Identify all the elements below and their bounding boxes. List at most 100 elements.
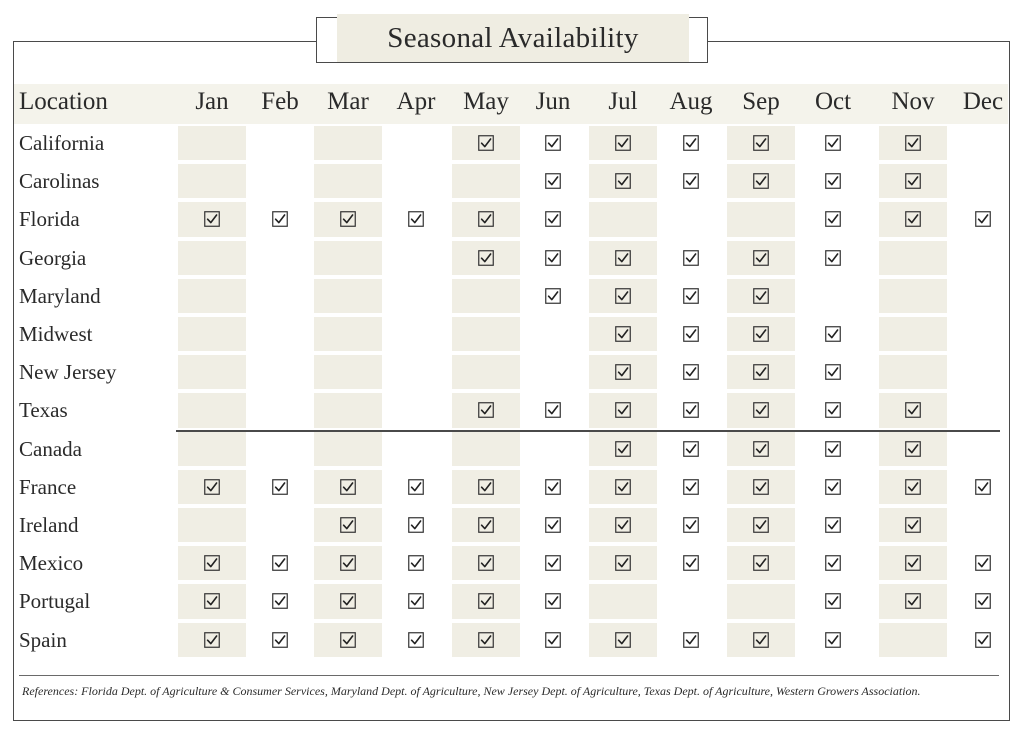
column-shading [178, 202, 246, 237]
checkmark-icon [545, 287, 561, 304]
checkmark-icon [825, 593, 841, 610]
checkmark-icon [683, 402, 699, 419]
column-shading [452, 508, 520, 543]
column-shading [314, 469, 382, 504]
column-shading [589, 278, 657, 313]
checkmark-icon [825, 402, 841, 419]
checkmark-icon [272, 478, 288, 495]
checkmark-icon [825, 249, 841, 266]
column-shading [727, 278, 795, 313]
checkmark-icon [615, 555, 631, 572]
checkmark-icon [545, 593, 561, 610]
column-shading [178, 126, 246, 161]
column-shading [452, 240, 520, 275]
column-shading [314, 622, 382, 657]
column-shading [727, 508, 795, 543]
location-label: Canada [19, 436, 82, 461]
checkmark-icon [905, 402, 921, 419]
checkmark-icon [753, 631, 769, 648]
checkmark-icon [408, 555, 424, 572]
column-shading [879, 584, 947, 619]
month-header-oct: Oct [814, 88, 852, 115]
month-header-jan: Jan [195, 88, 229, 115]
checkmark-icon [408, 593, 424, 610]
checkmark-icon [204, 631, 220, 648]
column-shading [314, 584, 382, 619]
column-shading [879, 508, 947, 543]
checkmark-icon [478, 593, 494, 610]
month-header-apr: Apr [396, 88, 436, 115]
checkmark-icon [545, 517, 561, 533]
column-shading [727, 240, 795, 275]
column-shading [178, 546, 246, 581]
column-shading [727, 126, 795, 161]
checkmark-icon [683, 440, 699, 457]
checkmark-icon [825, 326, 841, 342]
column-shading [589, 126, 657, 161]
table-header: Location Jan Feb Mar Apr May Jun Jul Aug Sep Oct N… [0, 84, 1024, 124]
checkmark-icon [272, 555, 288, 572]
column-shading [178, 584, 246, 619]
checkmark-icon [545, 555, 561, 572]
column-shading [589, 546, 657, 581]
checkmark-icon [753, 517, 769, 533]
column-shading [879, 546, 947, 581]
checkmark-icon [825, 211, 841, 228]
column-shading [452, 431, 520, 466]
column-shading [314, 393, 382, 428]
column-shading [589, 355, 657, 390]
checkmark-icon [825, 631, 841, 648]
checkmark-icon [545, 402, 561, 419]
checkmark-icon [905, 517, 921, 533]
column-shading [452, 317, 520, 352]
checkmark-icon [825, 173, 841, 190]
checkmark-icon [753, 173, 769, 190]
page-title: Seasonal Availability [337, 14, 689, 62]
checkmark-icon [478, 135, 494, 151]
month-header-nov: Nov [891, 88, 935, 115]
checkmark-icon [825, 135, 841, 151]
column-shading [589, 393, 657, 428]
column-shading [589, 584, 657, 619]
column-shading [178, 469, 246, 504]
location-label: New Jersey [19, 360, 117, 385]
checkmark-icon [615, 364, 631, 381]
column-shading [589, 202, 657, 237]
column-shading [314, 202, 382, 237]
references-divider [19, 675, 999, 676]
checkmark-icon [408, 517, 424, 533]
checkmark-icon [683, 173, 699, 190]
column-shading [452, 546, 520, 581]
checkmark-icon [340, 517, 356, 533]
location-label: Midwest [19, 322, 93, 346]
column-shading [879, 431, 947, 466]
column-shading [589, 622, 657, 657]
checkmark-icon [615, 631, 631, 648]
checkmark-icon [272, 211, 288, 228]
column-shading [452, 164, 520, 199]
month-header-aug: Aug [669, 88, 713, 115]
column-shading [727, 431, 795, 466]
checkmark-icon [478, 555, 494, 572]
checkmark-icon [340, 631, 356, 648]
checkmark-icon [975, 593, 991, 610]
column-shading [178, 355, 246, 390]
column-shading [314, 431, 382, 466]
checkmark-icon [975, 211, 991, 228]
column-shading [879, 240, 947, 275]
checkmark-icon [204, 211, 220, 228]
location-label: Maryland [19, 283, 101, 308]
checkmark-icon [975, 631, 991, 648]
column-shading [314, 355, 382, 390]
column-shading [727, 393, 795, 428]
checkmark-icon [615, 135, 631, 151]
column-shading [727, 202, 795, 237]
checkmark-icon [204, 593, 220, 610]
column-shading [879, 393, 947, 428]
column-shading [879, 317, 947, 352]
column-shading [178, 278, 246, 313]
checkmark-icon [408, 631, 424, 648]
column-shading [727, 622, 795, 657]
location-label: Spain [19, 627, 67, 652]
month-header-mar: Mar [327, 88, 369, 115]
